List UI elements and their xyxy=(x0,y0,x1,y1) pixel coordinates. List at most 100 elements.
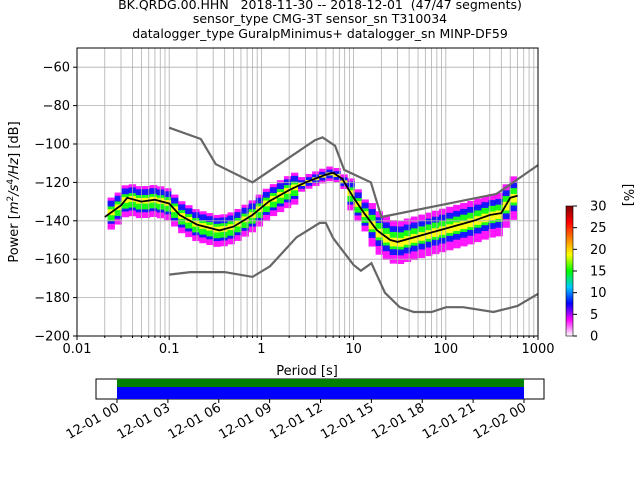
heatmap-cell xyxy=(199,237,207,241)
heatmap-cell xyxy=(290,187,299,191)
heatmap-cell xyxy=(305,176,313,181)
heatmap-cell xyxy=(262,197,271,201)
heatmap-cell xyxy=(446,226,454,231)
heatmap-cell xyxy=(403,224,412,228)
heatmap-cell xyxy=(509,216,517,220)
heatmap-cell xyxy=(290,195,299,199)
heatmap-cell xyxy=(213,229,221,233)
heatmap-cell xyxy=(439,240,447,244)
y-tick-label: −140 xyxy=(34,214,70,229)
heatmap-cell xyxy=(255,200,264,204)
heatmap-cell xyxy=(481,213,489,217)
heatmap-cell xyxy=(509,202,517,206)
heatmap-cell xyxy=(185,205,193,209)
heatmap-cell xyxy=(121,208,130,212)
heatmap-cell xyxy=(495,204,503,208)
y-tick-label: −100 xyxy=(34,138,70,153)
heatmap-cell xyxy=(481,236,489,240)
heatmap-cell xyxy=(142,209,151,213)
heatmap-cell xyxy=(234,234,242,239)
heatmap-cell xyxy=(298,177,306,181)
heatmap-cell xyxy=(509,187,517,192)
heatmap-cell xyxy=(326,166,334,170)
heatmap-cell xyxy=(467,206,475,210)
heatmap-cell xyxy=(149,190,158,194)
heatmap-cell xyxy=(340,185,348,190)
heatmap-cell xyxy=(424,247,433,251)
heatmap-cell xyxy=(149,193,158,197)
heatmap-cell xyxy=(375,237,383,241)
heatmap-cell xyxy=(347,189,355,194)
heatmap-cell xyxy=(403,247,412,251)
heatmap-cell xyxy=(396,237,405,241)
heatmap-cell xyxy=(312,182,320,187)
heatmap-cell xyxy=(312,171,320,175)
heatmap-cell xyxy=(283,196,292,200)
heatmap-cell xyxy=(481,199,489,203)
heatmap-cell xyxy=(495,213,503,217)
heatmap-cell xyxy=(255,211,264,216)
x-tick-label: 100 xyxy=(433,342,458,357)
heatmap-cell xyxy=(495,192,503,197)
heatmap-cell xyxy=(375,234,383,238)
y-axis-ticks: −200 −180 −160 −140 −120 −100 −80 −60 xyxy=(34,61,77,345)
heatmap-cell xyxy=(290,201,299,205)
heatmap-cell xyxy=(495,224,503,228)
heatmap-cell xyxy=(460,240,468,244)
heatmap-cell xyxy=(410,256,419,261)
heatmap-cell xyxy=(446,218,454,222)
heatmap-cell xyxy=(368,231,376,236)
heatmap-cell xyxy=(424,215,433,219)
heatmap-cell xyxy=(410,242,419,246)
heatmap-cell xyxy=(453,210,461,214)
heatmap-cell xyxy=(382,216,391,220)
heatmap-cell xyxy=(460,228,468,232)
heatmap-cell xyxy=(460,202,468,207)
heatmap-cell xyxy=(502,215,510,220)
heatmap-cell xyxy=(121,196,130,200)
heatmap-cell xyxy=(481,207,489,211)
heatmap-cell xyxy=(361,225,369,229)
heatmap-cell xyxy=(502,210,510,214)
heatmap-cell xyxy=(164,208,172,212)
heatmap-cell xyxy=(361,205,369,209)
heatmap-cell xyxy=(432,210,440,214)
heatmap-cell xyxy=(417,214,426,218)
heatmap-cell xyxy=(474,224,482,228)
heatmap-cell xyxy=(319,168,327,172)
heatmap-cell xyxy=(417,223,426,227)
heatmap-cell xyxy=(262,206,271,210)
heatmap-cell xyxy=(164,196,172,201)
heatmap-cell xyxy=(135,203,144,207)
heatmap-cell xyxy=(488,199,496,203)
heatmap-cell xyxy=(389,260,398,264)
heatmap-cell xyxy=(361,222,369,226)
heatmap-cell xyxy=(509,184,517,189)
heatmap-cell xyxy=(368,226,376,230)
heatmap-cell xyxy=(424,227,433,231)
heatmap-cell xyxy=(171,203,179,207)
heatmap-cell xyxy=(290,189,299,194)
heatmap-cell xyxy=(135,209,144,213)
heatmap-cell xyxy=(135,191,144,196)
heatmap-cell xyxy=(439,237,447,241)
heatmap-cell xyxy=(368,205,376,210)
heatmap-cell xyxy=(199,211,207,215)
heatmap-cell xyxy=(312,179,320,184)
heatmap-cell xyxy=(276,203,285,207)
heatmap-cell xyxy=(220,240,228,244)
heatmap-cell xyxy=(171,197,179,201)
heatmap-cell xyxy=(403,244,412,248)
heatmap-cell xyxy=(467,223,475,228)
heatmap-cell xyxy=(199,219,207,224)
heatmap-cell xyxy=(467,215,475,219)
heatmap-cell xyxy=(164,214,172,218)
heatmap-cell xyxy=(206,221,214,225)
heatmap-cell xyxy=(199,214,207,218)
heatmap-cell xyxy=(199,222,207,226)
heatmap-cell xyxy=(453,239,461,243)
heatmap-cell xyxy=(460,243,468,247)
heatmap-cell xyxy=(206,213,214,217)
heatmap-cell xyxy=(276,206,285,210)
heatmap-cell xyxy=(255,220,264,224)
